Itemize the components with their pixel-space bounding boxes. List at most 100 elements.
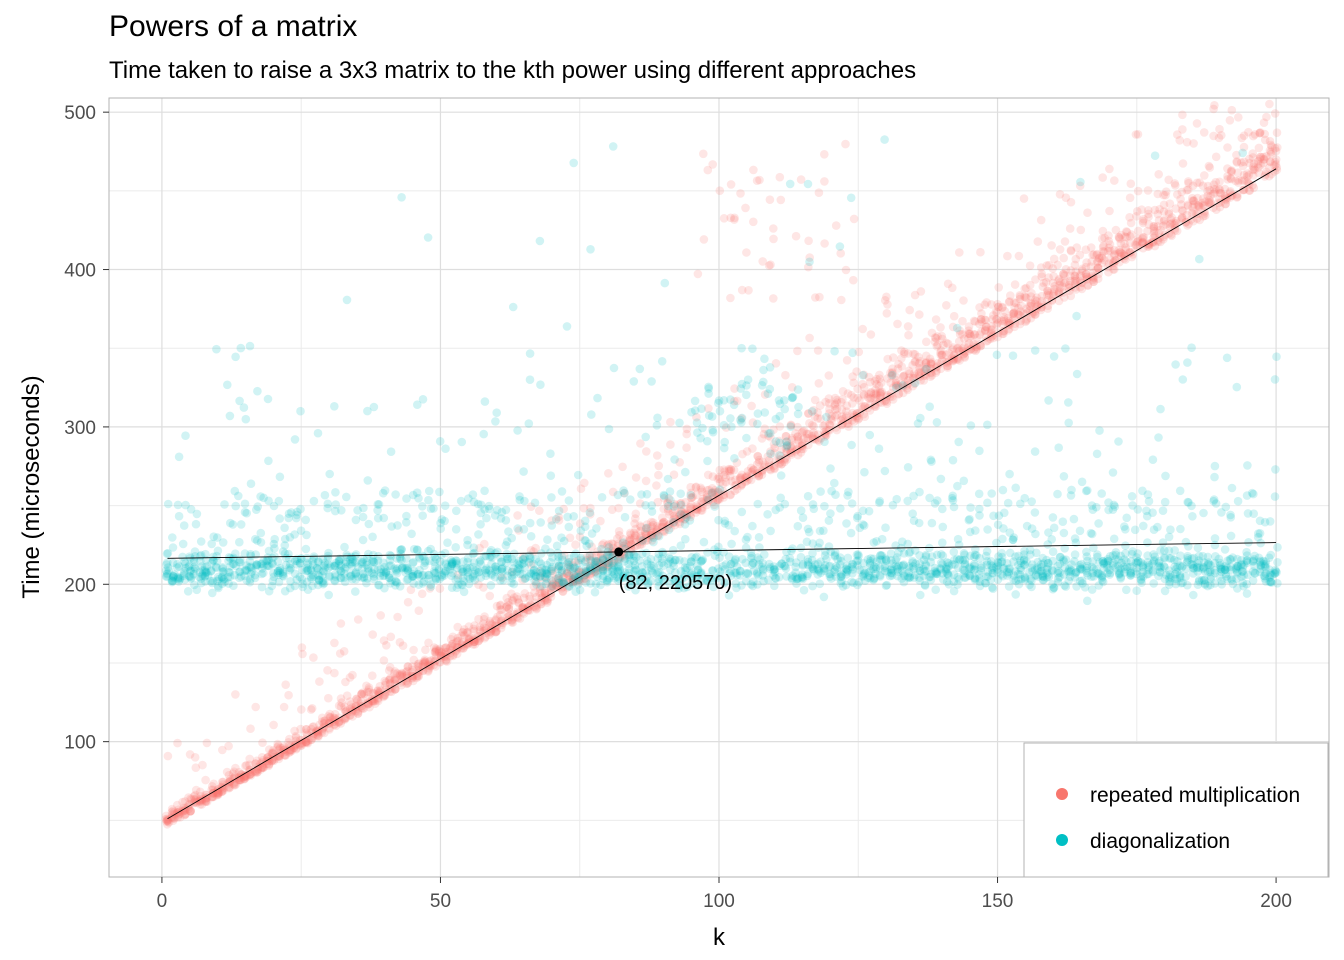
point-repeated-multiplication xyxy=(1014,251,1024,261)
point-repeated-multiplication xyxy=(431,644,441,653)
point-repeated-multiplication xyxy=(303,738,313,748)
point-diagonalization xyxy=(236,520,246,529)
point-diagonalization xyxy=(196,537,206,546)
point-repeated-multiplication xyxy=(1189,139,1198,148)
point-repeated-multiplication xyxy=(442,657,452,666)
point-repeated-multiplication xyxy=(513,511,522,520)
point-diagonalization xyxy=(938,538,947,547)
point-diagonalization xyxy=(641,432,650,442)
point-repeated-multiplication xyxy=(1036,215,1046,225)
point-repeated-multiplication xyxy=(324,711,333,721)
point-repeated-multiplication xyxy=(495,610,505,620)
point-repeated-multiplication xyxy=(224,782,234,792)
point-repeated-multiplication xyxy=(904,330,913,340)
point-repeated-multiplication xyxy=(317,728,327,737)
point-diagonalization xyxy=(690,396,700,406)
point-repeated-multiplication xyxy=(297,705,306,714)
point-repeated-multiplication xyxy=(1159,190,1168,200)
point-repeated-multiplication xyxy=(173,813,183,822)
point-repeated-multiplication xyxy=(345,704,355,714)
point-repeated-multiplication xyxy=(357,690,366,699)
point-repeated-multiplication xyxy=(441,643,451,652)
point-repeated-multiplication xyxy=(364,685,374,694)
point-diagonalization xyxy=(793,385,803,394)
point-diagonalization xyxy=(652,421,662,430)
legend: repeated multiplication diagonalization xyxy=(1023,742,1329,878)
point-diagonalization xyxy=(782,442,792,451)
point-repeated-multiplication xyxy=(1098,173,1107,182)
point-repeated-multiplication xyxy=(390,667,400,676)
point-repeated-multiplication xyxy=(530,588,539,597)
point-diagonalization xyxy=(1178,375,1188,384)
point-repeated-multiplication xyxy=(320,728,329,738)
point-diagonalization xyxy=(1171,360,1180,369)
point-diagonalization xyxy=(1130,525,1140,535)
intersection-point xyxy=(614,547,624,557)
point-diagonalization xyxy=(257,582,267,592)
point-repeated-multiplication xyxy=(317,713,327,723)
point-diagonalization xyxy=(290,435,300,444)
point-repeated-multiplication xyxy=(390,685,400,694)
point-repeated-multiplication xyxy=(287,746,296,756)
point-diagonalization xyxy=(536,380,545,390)
point-repeated-multiplication xyxy=(463,640,473,649)
point-repeated-multiplication xyxy=(263,752,273,762)
point-repeated-multiplication xyxy=(1262,112,1271,122)
point-repeated-multiplication xyxy=(814,188,824,197)
point-repeated-multiplication xyxy=(518,603,527,613)
point-repeated-multiplication xyxy=(336,694,346,703)
point-repeated-multiplication xyxy=(240,774,249,784)
point-repeated-multiplication xyxy=(540,596,549,605)
point-repeated-multiplication xyxy=(359,689,369,699)
point-repeated-multiplication xyxy=(903,322,913,331)
point-repeated-multiplication xyxy=(882,309,892,318)
point-diagonalization xyxy=(263,394,273,404)
point-repeated-multiplication xyxy=(1110,176,1119,185)
point-diagonalization xyxy=(737,507,747,517)
point-repeated-multiplication xyxy=(324,693,333,703)
point-repeated-multiplication xyxy=(284,690,293,700)
point-diagonalization xyxy=(1076,177,1085,187)
point-repeated-multiplication xyxy=(543,596,552,606)
point-repeated-multiplication xyxy=(420,657,430,666)
point-repeated-multiplication xyxy=(666,440,675,449)
point-diagonalization xyxy=(1121,541,1130,550)
point-repeated-multiplication xyxy=(265,756,274,766)
point-repeated-multiplication xyxy=(1059,253,1068,263)
point-repeated-multiplication xyxy=(307,704,317,713)
chart-subtitle: Time taken to raise a 3x3 matrix to the … xyxy=(109,57,917,84)
point-repeated-multiplication xyxy=(267,748,277,758)
point-repeated-multiplication xyxy=(942,301,951,310)
point-repeated-multiplication xyxy=(345,673,355,682)
point-repeated-multiplication xyxy=(495,601,505,610)
point-repeated-multiplication xyxy=(306,735,316,745)
point-repeated-multiplication xyxy=(841,265,851,275)
point-diagonalization xyxy=(775,411,785,421)
point-diagonalization xyxy=(546,449,555,459)
point-repeated-multiplication xyxy=(1003,251,1012,261)
point-repeated-multiplication xyxy=(222,767,232,777)
point-diagonalization xyxy=(1227,483,1237,493)
point-repeated-multiplication xyxy=(858,324,867,334)
point-repeated-multiplication xyxy=(1105,164,1114,174)
point-repeated-multiplication xyxy=(526,546,536,555)
point-repeated-multiplication xyxy=(212,788,221,797)
point-diagonalization xyxy=(686,490,695,500)
point-repeated-multiplication xyxy=(173,800,182,810)
x-axis-ticks: 0 50 100 150 200 xyxy=(157,877,1292,912)
point-repeated-multiplication xyxy=(436,651,446,661)
point-repeated-multiplication xyxy=(443,647,452,657)
point-repeated-multiplication xyxy=(178,797,187,807)
point-repeated-multiplication xyxy=(448,642,458,652)
point-diagonalization xyxy=(774,572,784,582)
point-repeated-multiplication xyxy=(726,293,735,303)
point-repeated-multiplication xyxy=(314,732,323,741)
point-repeated-multiplication xyxy=(526,502,536,512)
point-diagonalization xyxy=(530,498,540,508)
point-repeated-multiplication xyxy=(307,735,317,744)
point-diagonalization xyxy=(492,408,502,418)
point-repeated-multiplication xyxy=(454,636,463,646)
point-repeated-multiplication xyxy=(379,656,389,665)
point-repeated-multiplication xyxy=(715,186,725,195)
point-diagonalization xyxy=(852,513,862,523)
